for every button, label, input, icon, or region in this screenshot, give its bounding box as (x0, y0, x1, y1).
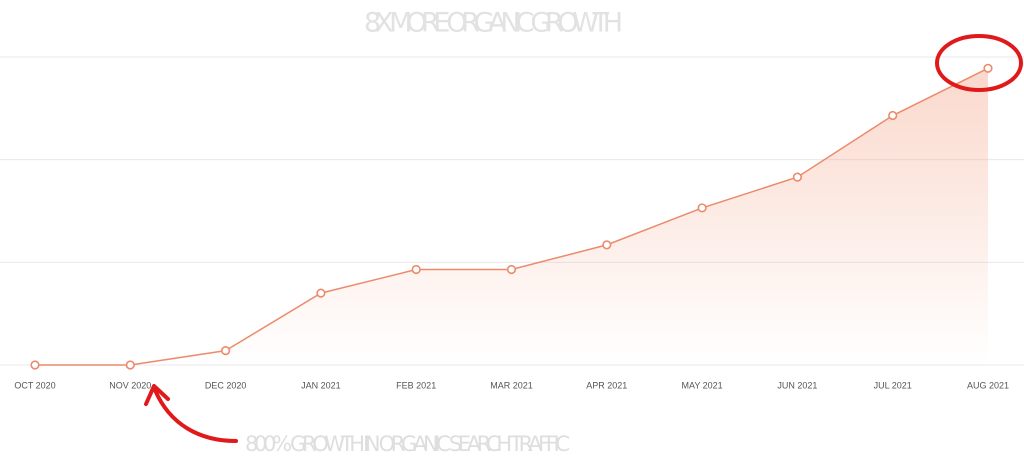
x-tick-label: MAY 2021 (681, 380, 722, 390)
annotation: 800% GROWTH IN ORGANIC SEARCH TRAFFIC (245, 432, 570, 456)
point (506, 264, 517, 275)
point (125, 360, 135, 370)
x-tick-label: AUG 2021 (967, 380, 1009, 390)
x-tick-label: JUN 2021 (777, 380, 817, 390)
x-tick-label: OCT 2020 (14, 380, 55, 390)
point (792, 172, 803, 182)
x-tick-label: JUL 2021 (874, 380, 912, 390)
point (602, 240, 612, 250)
point (983, 63, 993, 73)
point (30, 360, 40, 370)
x-tick-label: DEC 2020 (205, 380, 247, 390)
plot (30, 63, 993, 370)
point (411, 264, 421, 275)
x-tick-label: APR 2021 (586, 380, 627, 390)
highlight-circle (935, 34, 1023, 92)
x-tick-label: MAR 2021 (490, 380, 533, 390)
arrow-head (144, 384, 170, 406)
chart-title: 8X MORE ORGANIC GROWTH (364, 8, 624, 39)
point (221, 346, 231, 356)
point (316, 288, 326, 298)
x-tick-label: FEB 2021 (396, 380, 436, 390)
area (35, 68, 988, 365)
point (888, 110, 898, 121)
point (697, 203, 707, 213)
x-tick-label: JAN 2021 (301, 380, 341, 390)
x-tick-label: NOV 2020 (109, 380, 151, 390)
annotation-arrow (153, 388, 238, 443)
